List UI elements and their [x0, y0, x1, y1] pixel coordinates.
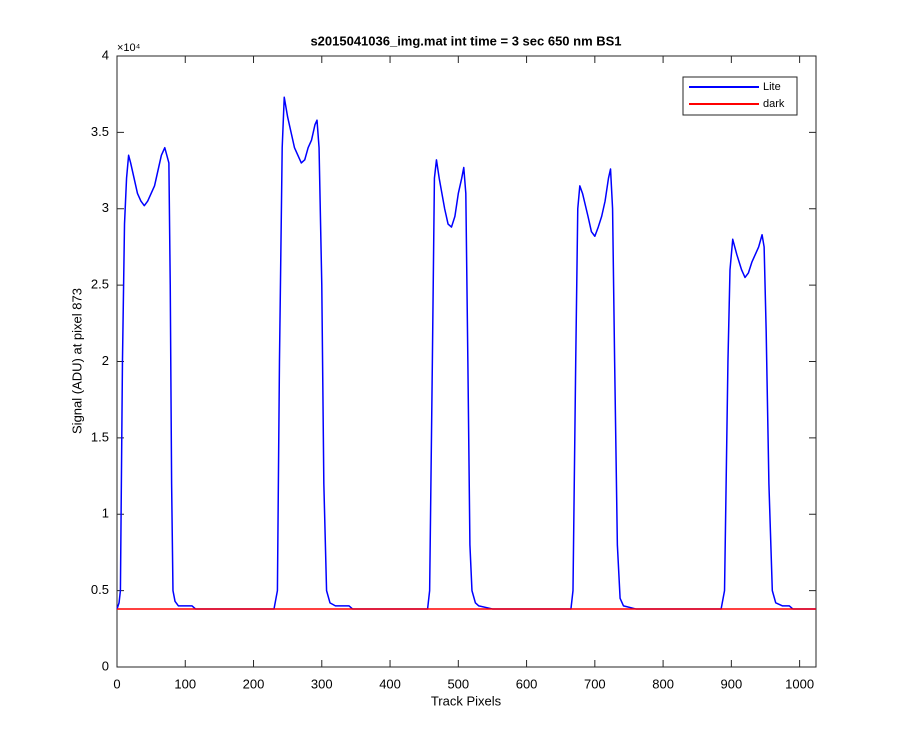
y-tick-label: 1 [102, 506, 109, 521]
legend-label: dark [763, 98, 785, 110]
x-tick-label: 200 [243, 676, 265, 691]
plot-frame [116, 55, 817, 668]
x-axis-label: Track Pixels [431, 693, 502, 708]
y-tick-label: 2.5 [91, 277, 109, 292]
y-tick-label: 1.5 [91, 429, 109, 444]
legend-box [682, 76, 798, 116]
x-tick-label: 500 [447, 676, 469, 691]
legend-label: Lite [763, 81, 781, 93]
y-tick-label: 2 [102, 353, 109, 368]
x-tick-label: 400 [379, 676, 401, 691]
chart-title: s2015041036_img.mat int time = 3 sec 650… [310, 33, 621, 48]
y-tick-label: 3 [102, 200, 109, 215]
x-tick-label: 900 [721, 676, 743, 691]
x-tick-label: 300 [311, 676, 333, 691]
x-tick-label: 0 [113, 676, 120, 691]
y-tick-label: 0.5 [91, 582, 109, 597]
y-tick-label: 3.5 [91, 124, 109, 139]
y-multiplier: ×10⁴ [117, 42, 141, 54]
x-tick-label: 100 [174, 676, 196, 691]
y-tick-label: 4 [102, 47, 109, 62]
x-tick-label: 1000 [785, 676, 814, 691]
x-tick-label: 600 [516, 676, 538, 691]
y-tick-label: 0 [102, 658, 109, 673]
y-axis-label: Signal (ADU) at pixel 873 [69, 288, 84, 434]
x-tick-label: 800 [652, 676, 674, 691]
data-line [116, 96, 816, 610]
x-tick-label: 700 [584, 676, 606, 691]
